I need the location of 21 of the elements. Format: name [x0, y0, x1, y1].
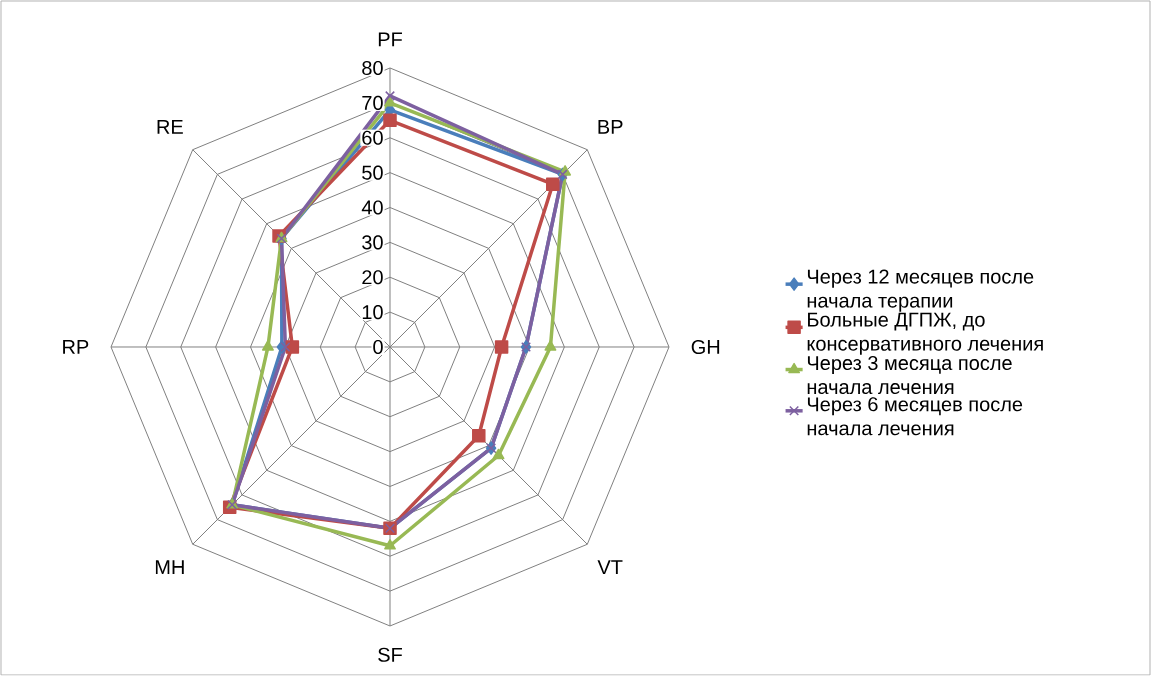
y-tick-label: 60: [362, 130, 383, 145]
spoke-label: GH: [691, 339, 720, 355]
legend-label: Через 6 месяцев после начала лечения: [807, 397, 1023, 436]
y-tick-label: 0: [373, 339, 383, 355]
spoke-label: RP: [63, 340, 89, 354]
y-tick-label: 30: [362, 235, 383, 250]
spoke-label: PF: [378, 32, 402, 47]
y-tick-label: 70: [362, 95, 383, 110]
y-tick-label: 80: [362, 60, 383, 76]
spoke-label: VT: [597, 560, 623, 575]
legend-label: Больные ДГПЖ, до консервативного лечения: [807, 312, 1043, 355]
spoke-label: RE: [157, 119, 183, 134]
spoke-label: MH: [155, 560, 184, 575]
legend-label: Через 3 месяца после начала лечения: [807, 355, 1012, 395]
y-tick-label: 20: [362, 270, 383, 285]
legend-label: Через 12 месяцев после начала терапии: [807, 269, 1034, 312]
y-tick-label: 50: [362, 165, 383, 180]
spoke-label: BP: [598, 119, 623, 134]
y-tick-label: 10: [362, 305, 383, 320]
y-tick-label: 40: [361, 200, 383, 215]
spoke-label: SF: [378, 647, 402, 662]
